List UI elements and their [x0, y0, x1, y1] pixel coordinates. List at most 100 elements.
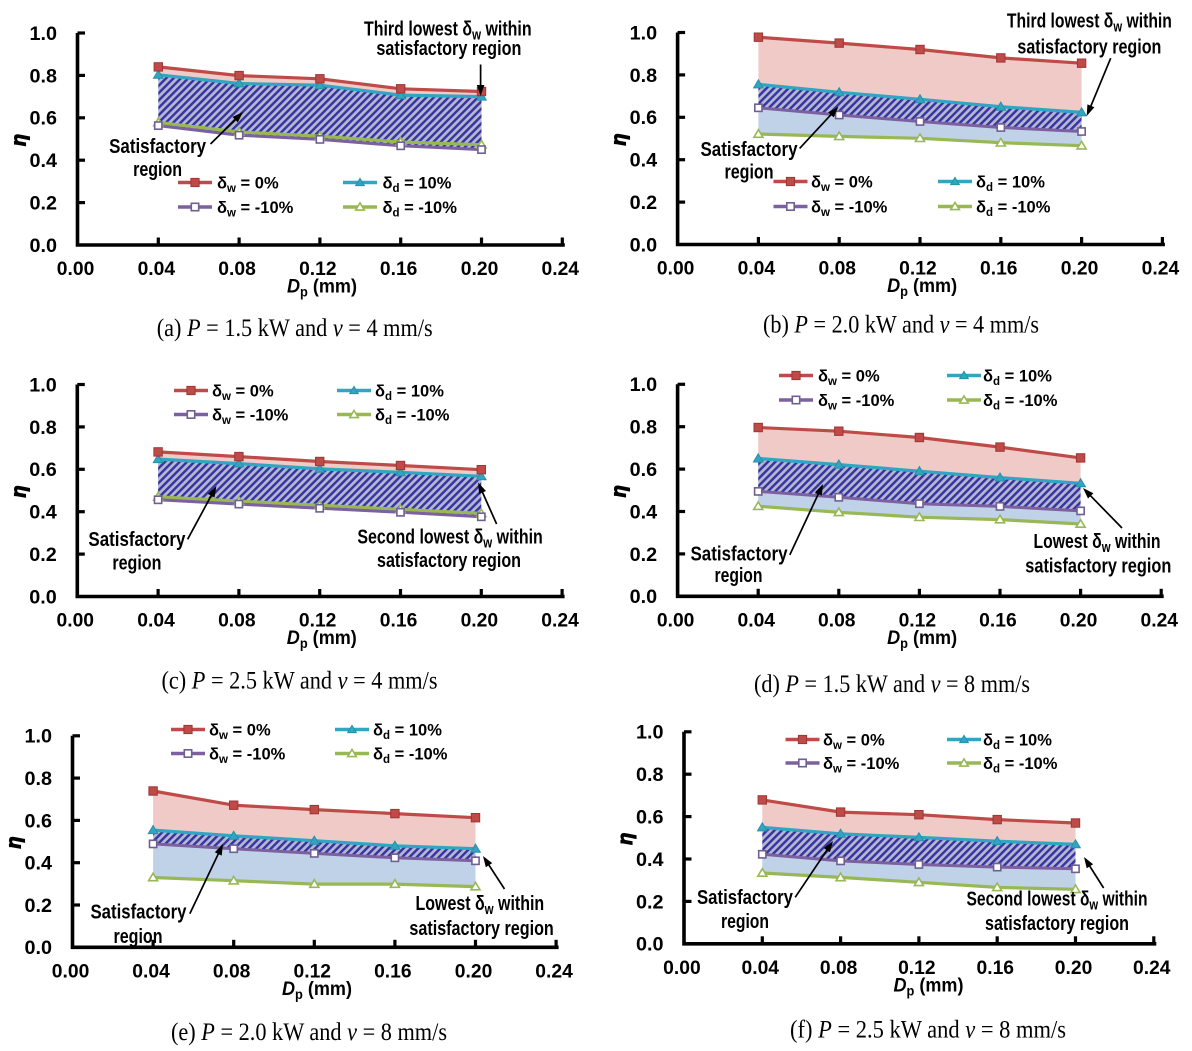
svg-text:0.08: 0.08 [213, 961, 251, 982]
svg-text:0.20: 0.20 [1060, 610, 1098, 631]
svg-text:0.4: 0.4 [25, 854, 53, 875]
svg-text:0.0: 0.0 [25, 938, 53, 959]
svg-text:0.24: 0.24 [1133, 958, 1171, 979]
svg-text:0.6: 0.6 [29, 460, 57, 481]
svg-text:Dp (mm): Dp (mm) [894, 975, 964, 998]
svg-text:0.04: 0.04 [137, 611, 175, 632]
svg-text:0.20: 0.20 [455, 961, 493, 982]
svg-text:η: η [609, 485, 631, 497]
svg-text:0.16: 0.16 [979, 610, 1017, 631]
svg-text:0.24: 0.24 [542, 259, 580, 280]
svg-text:Satisfactory: Satisfactory [691, 544, 789, 566]
svg-text:0.12: 0.12 [899, 610, 937, 631]
svg-text:0.16: 0.16 [977, 958, 1015, 979]
svg-text:0.0: 0.0 [30, 236, 58, 257]
svg-text:Dp (mm): Dp (mm) [282, 979, 352, 1002]
svg-text:1.0: 1.0 [636, 723, 664, 744]
svg-text:region: region [725, 162, 774, 184]
svg-text:δw = 0%: δw = 0% [209, 721, 271, 742]
svg-text:δw = -10%: δw = -10% [823, 755, 900, 776]
svg-text:Satisfactory: Satisfactory [701, 139, 799, 161]
svg-text:0.12: 0.12 [898, 958, 936, 979]
svg-text:η: η [615, 833, 637, 845]
svg-text:Satisfactory: Satisfactory [91, 902, 188, 924]
svg-text:δd = 10%: δd = 10% [373, 721, 442, 742]
svg-text:0.04: 0.04 [138, 259, 176, 280]
svg-text:0.24: 0.24 [1142, 259, 1180, 280]
svg-text:Third lowest δw within: Third lowest δw within [364, 19, 532, 44]
svg-text:0.4: 0.4 [636, 850, 664, 871]
svg-text:Dp (mm): Dp (mm) [887, 276, 957, 299]
svg-text:1.0: 1.0 [630, 375, 658, 396]
svg-text:(a) P = 1.5 kW and v = 4 mm/s: (a) P = 1.5 kW and v = 4 mm/s [157, 315, 433, 342]
svg-text:0.20: 0.20 [461, 259, 499, 280]
svg-text:0.24: 0.24 [541, 611, 579, 632]
svg-text:0.00: 0.00 [57, 611, 95, 632]
svg-text:δw = 0%: δw = 0% [818, 367, 880, 388]
svg-text:0.2: 0.2 [636, 892, 664, 913]
svg-text:0.08: 0.08 [218, 611, 256, 632]
svg-text:satisfactory region: satisfactory region [1025, 556, 1171, 578]
svg-text:1.0: 1.0 [30, 24, 58, 45]
svg-text:0.20: 0.20 [461, 611, 499, 632]
svg-text:δw = -10%: δw = -10% [217, 199, 294, 220]
svg-text:δd = -10%: δd = -10% [375, 406, 450, 427]
svg-text:(c) P = 2.5 kW and v = 4 mm/s: (c) P = 2.5 kW and v = 4 mm/s [162, 668, 438, 695]
svg-text:0.20: 0.20 [1055, 958, 1093, 979]
svg-text:0.04: 0.04 [738, 610, 776, 631]
svg-text:Dp (mm): Dp (mm) [287, 628, 357, 651]
svg-text:0.8: 0.8 [29, 418, 57, 439]
svg-text:satisfactory region: satisfactory region [1017, 37, 1161, 59]
svg-text:0.24: 0.24 [535, 961, 573, 982]
svg-text:(f) P = 2.5 kW and v = 8 mm/s: (f) P = 2.5 kW and v = 8 mm/s [790, 1017, 1066, 1044]
svg-text:(b) P = 2.0 kW and v = 4 mm/s: (b) P = 2.0 kW and v = 4 mm/s [763, 312, 1039, 339]
svg-text:0.6: 0.6 [636, 808, 664, 829]
svg-text:Satisfactory: Satisfactory [697, 887, 794, 909]
svg-text:1.0: 1.0 [630, 23, 658, 44]
svg-text:satisfactory region: satisfactory region [377, 550, 521, 572]
svg-text:satisfactory region: satisfactory region [376, 38, 521, 60]
svg-text:δw = 0%: δw = 0% [823, 731, 885, 752]
svg-text:δd = -10%: δd = -10% [383, 199, 458, 220]
svg-text:η: η [609, 133, 631, 145]
svg-text:0.6: 0.6 [630, 108, 658, 129]
svg-text:region: region [112, 553, 161, 575]
svg-text:Satisfactory: Satisfactory [109, 136, 207, 158]
svg-text:0.00: 0.00 [657, 259, 695, 280]
svg-text:0.2: 0.2 [30, 194, 58, 215]
svg-text:0.16: 0.16 [380, 259, 418, 280]
svg-text:(e) P = 2.0 kW and v = 8 mm/s: (e) P = 2.0 kW and v = 8 mm/s [171, 1019, 447, 1046]
svg-text:δd = -10%: δd = -10% [983, 755, 1058, 776]
svg-text:0.16: 0.16 [980, 259, 1018, 280]
svg-text:0.4: 0.4 [29, 503, 57, 524]
svg-text:region: region [133, 159, 182, 181]
svg-text:δw = 0%: δw = 0% [811, 173, 873, 194]
svg-text:0.00: 0.00 [57, 259, 94, 280]
svg-text:δd = 10%: δd = 10% [375, 382, 444, 403]
svg-text:δd = -10%: δd = -10% [373, 745, 448, 766]
svg-text:Lowest δw within: Lowest δw within [416, 893, 545, 918]
svg-text:0.12: 0.12 [294, 961, 332, 982]
svg-text:0.6: 0.6 [25, 811, 53, 832]
svg-text:0.08: 0.08 [819, 259, 857, 280]
svg-text:(d) P = 1.5 kW and v = 8 mm/s: (d) P = 1.5 kW and v = 8 mm/s [754, 671, 1030, 698]
svg-text:0.0: 0.0 [630, 235, 658, 256]
svg-text:1.0: 1.0 [25, 727, 53, 748]
svg-text:0.24: 0.24 [1141, 610, 1179, 631]
svg-text:0.00: 0.00 [52, 961, 89, 982]
svg-text:δd = -10%: δd = -10% [976, 198, 1051, 219]
svg-text:0.12: 0.12 [299, 259, 337, 280]
svg-text:δd = -10%: δd = -10% [983, 392, 1058, 413]
svg-text:0.0: 0.0 [636, 935, 664, 956]
svg-text:δw = 0%: δw = 0% [217, 174, 279, 195]
svg-text:Third lowest δw within: Third lowest δw within [1007, 11, 1172, 36]
svg-text:satisfactory region: satisfactory region [409, 918, 553, 940]
svg-text:0.00: 0.00 [657, 610, 695, 631]
svg-text:δw = -10%: δw = -10% [811, 198, 888, 219]
svg-text:0.2: 0.2 [630, 545, 658, 566]
svg-text:Lowest δw within: Lowest δw within [1034, 531, 1161, 556]
svg-text:0.2: 0.2 [630, 193, 658, 214]
svg-text:η: η [9, 134, 31, 146]
svg-text:0.08: 0.08 [820, 958, 858, 979]
svg-text:δw = -10%: δw = -10% [818, 392, 895, 413]
